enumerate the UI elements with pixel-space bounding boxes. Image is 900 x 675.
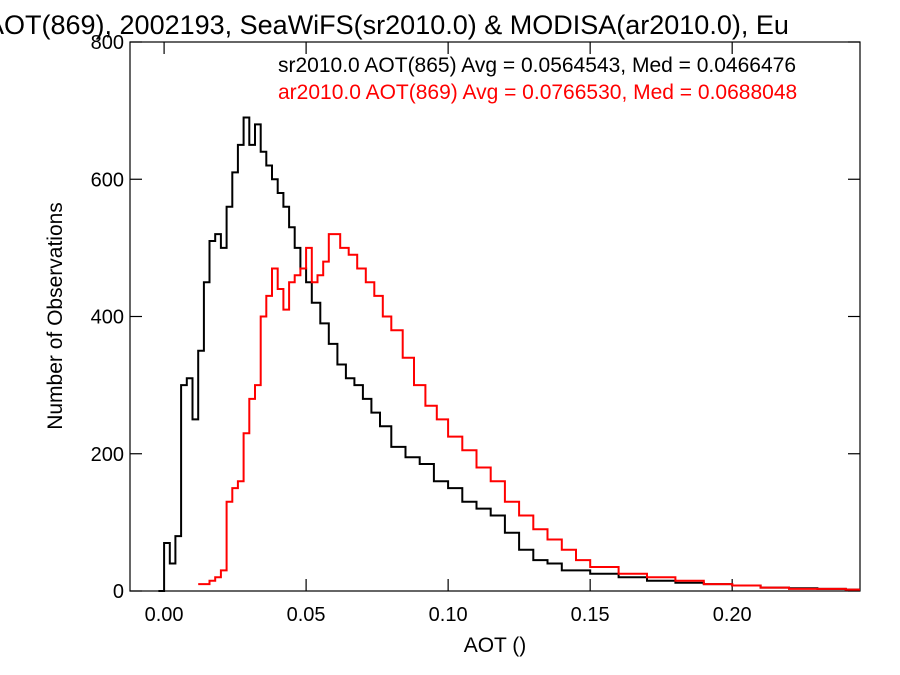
x-tick-label: 0.05 bbox=[287, 604, 326, 626]
chart-title: AOT(869), 2002193, SeaWiFS(sr2010.0) & M… bbox=[0, 10, 789, 40]
x-tick-label: 0.20 bbox=[713, 604, 752, 626]
y-tick-label: 0 bbox=[113, 581, 124, 603]
sr-stats-annotation: sr2010.0 AOT(865) Avg = 0.0564543, Med =… bbox=[278, 54, 796, 77]
ar-stats-annotation: ar2010.0 AOT(869) Avg = 0.0766530, Med =… bbox=[278, 81, 797, 104]
x-axis-label: AOT () bbox=[464, 634, 527, 657]
y-tick-label: 800 bbox=[91, 32, 124, 54]
series-line-sr2010 bbox=[158, 116, 860, 592]
x-axis-ticks: 0.00 0.05 0.10 0.15 0.20 bbox=[145, 42, 752, 626]
x-tick-label: 0.10 bbox=[429, 604, 468, 626]
plot-frame bbox=[129, 41, 861, 592]
y-tick-label: 400 bbox=[91, 307, 124, 329]
y-tick-label: 600 bbox=[91, 169, 124, 191]
x-tick-label: 0.15 bbox=[571, 604, 610, 626]
series-line-ar2010 bbox=[198, 233, 860, 591]
y-tick-label: 200 bbox=[91, 444, 124, 466]
histogram-series bbox=[158, 116, 860, 592]
y-axis-ticks: 0 200 400 600 800 bbox=[91, 32, 860, 603]
x-tick-label: 0.00 bbox=[145, 604, 184, 626]
y-axis-label: Number of Observations bbox=[44, 202, 67, 430]
